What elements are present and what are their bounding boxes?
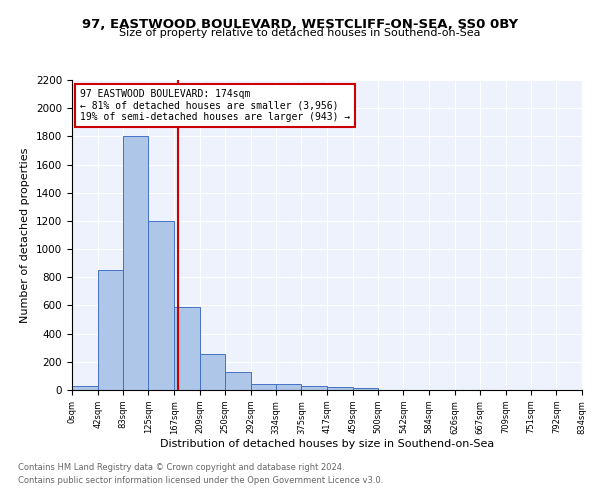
- Bar: [225, 372, 251, 390]
- Y-axis label: Number of detached properties: Number of detached properties: [20, 148, 31, 322]
- Bar: [251, 384, 276, 390]
- Text: Contains HM Land Registry data © Crown copyright and database right 2024.: Contains HM Land Registry data © Crown c…: [18, 464, 344, 472]
- X-axis label: Distribution of detached houses by size in Southend-on-Sea: Distribution of detached houses by size …: [160, 440, 494, 450]
- Bar: [98, 270, 123, 390]
- Bar: [148, 221, 174, 390]
- Bar: [174, 307, 200, 390]
- Bar: [123, 136, 148, 390]
- Bar: [276, 384, 301, 390]
- Bar: [353, 388, 378, 390]
- Bar: [200, 354, 225, 390]
- Bar: [301, 386, 327, 390]
- Text: 97 EASTWOOD BOULEVARD: 174sqm
← 81% of detached houses are smaller (3,956)
19% o: 97 EASTWOOD BOULEVARD: 174sqm ← 81% of d…: [80, 90, 350, 122]
- Bar: [327, 387, 353, 390]
- Bar: [72, 386, 98, 390]
- Text: Contains public sector information licensed under the Open Government Licence v3: Contains public sector information licen…: [18, 476, 383, 485]
- Text: Size of property relative to detached houses in Southend-on-Sea: Size of property relative to detached ho…: [119, 28, 481, 38]
- Text: 97, EASTWOOD BOULEVARD, WESTCLIFF-ON-SEA, SS0 0BY: 97, EASTWOOD BOULEVARD, WESTCLIFF-ON-SEA…: [82, 18, 518, 30]
